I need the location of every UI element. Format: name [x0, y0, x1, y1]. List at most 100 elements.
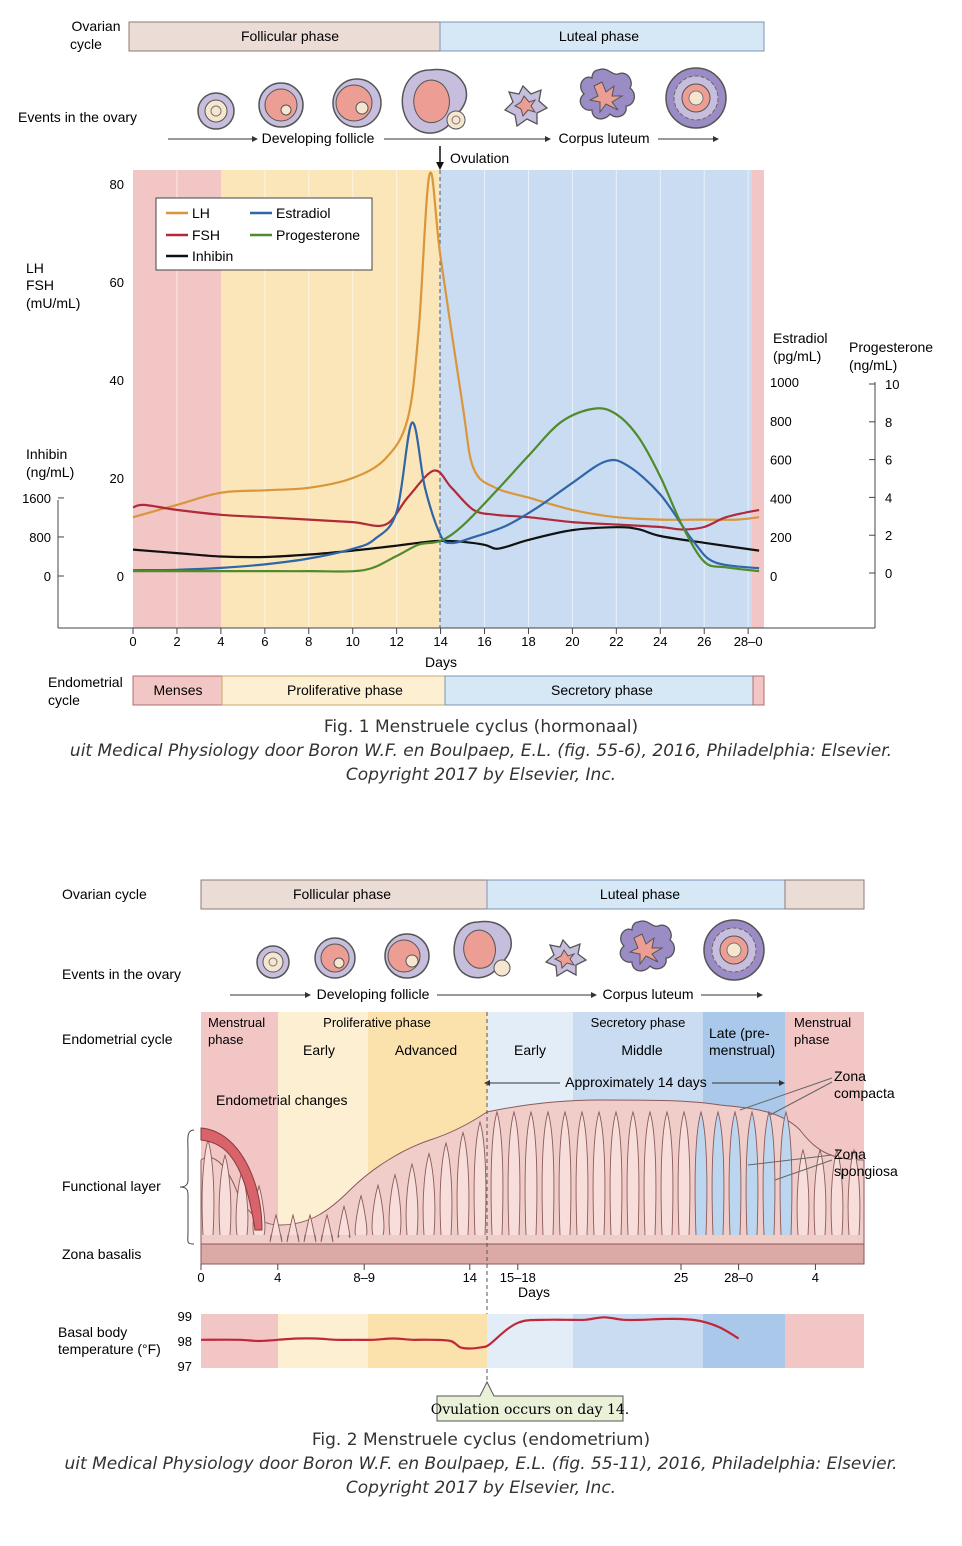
- bbt-band-sec-late: [703, 1314, 785, 1368]
- menstrual-label-2: phase: [208, 1032, 243, 1047]
- gland: [286, 1213, 300, 1243]
- lh-tick-label: 40: [110, 373, 124, 388]
- x-tick-label: 28–0: [734, 634, 763, 649]
- inhibin-axis-label-1: Inhibin: [26, 446, 67, 462]
- gland: [592, 1110, 606, 1236]
- fig1-follicular-bar: [128, 21, 441, 52]
- menses-band-next: [752, 170, 764, 628]
- gland: [507, 1110, 521, 1236]
- follicle-stage-3-icon: [332, 78, 382, 128]
- secretory-phase-label: Secretory phase: [591, 1015, 686, 1030]
- inhibin-axis-label-2: (ng/mL): [26, 464, 74, 480]
- gland: [609, 1110, 623, 1236]
- lh-tick-label: 20: [110, 471, 124, 486]
- bbt-label: Basal body: [58, 1324, 127, 1340]
- secretory-bar: [444, 675, 754, 706]
- menstrual-end-label: Menstrual: [794, 1015, 851, 1030]
- corpus-luteum-stage-1-icon: [503, 84, 549, 128]
- gland: [354, 1194, 368, 1236]
- fig1-caption: Fig. 1 Menstruele cyclus (hormonaal) uit…: [0, 715, 962, 787]
- bbt-band-early: [278, 1314, 368, 1368]
- fig2-ovarian-label: Ovarian cycle: [62, 886, 147, 902]
- shedding-lining: [200, 1127, 263, 1231]
- lh-axis-label-2: FSH: [26, 277, 54, 293]
- estradiol-tick-label: 200: [770, 530, 792, 545]
- gland: [541, 1110, 555, 1236]
- fig2-corpus-luteum-stage-3-icon: [703, 919, 765, 981]
- fig2-developing-label: Developing follicle: [317, 986, 430, 1002]
- proliferative-advanced-label: Advanced: [395, 1042, 457, 1058]
- bbt-band-sec-early: [487, 1314, 573, 1368]
- day-tick-label: 25: [674, 1270, 688, 1285]
- fig2-follicle-stage-2-icon: [314, 937, 356, 979]
- lh-axis-label-1: LH: [26, 260, 44, 276]
- fig1-endo-label-2: cycle: [48, 692, 80, 708]
- gland: [745, 1110, 759, 1236]
- gland: [218, 1153, 232, 1236]
- fig1-caption-source: uit Medical Physiology door Boron W.F. e…: [69, 741, 893, 761]
- zona-spongiosa-pointer-2: [774, 1159, 833, 1181]
- x-tick-label: 10: [345, 634, 359, 649]
- proliferative-phase-label: Proliferative phase: [323, 1015, 431, 1030]
- ovulation-callout-text: Ovulation occurs on day 14.: [431, 1402, 630, 1418]
- bbt-tick-label: 98: [178, 1334, 192, 1349]
- progesterone-tick-label: 0: [885, 566, 892, 581]
- gland: [643, 1110, 657, 1236]
- gland: [320, 1213, 334, 1243]
- day-tick-label: 0: [197, 1270, 204, 1285]
- x-tick-label: 26: [697, 634, 711, 649]
- bbt-label-2: temperature (°F): [58, 1341, 161, 1357]
- gland: [626, 1110, 640, 1236]
- figure-1: Ovarian cycle Follicular phase Luteal ph…: [18, 18, 933, 708]
- fig1-caption-title: Fig. 1 Menstruele cyclus (hormonaal): [323, 717, 639, 737]
- fig2-day-ticks: 0 4 8–9 14 15–18 25 28–0 4: [197, 1264, 819, 1285]
- follicle-stage-1-icon: [197, 92, 235, 130]
- fig2-follicular-bar-next: [784, 879, 865, 910]
- gland: [490, 1110, 504, 1236]
- progesterone-tick-label: 10: [885, 377, 899, 392]
- zona-basalis-label: Zona basalis: [62, 1246, 141, 1262]
- secretory-label: Secretory phase: [551, 682, 653, 698]
- menses-bar-next: [752, 675, 765, 706]
- fig1-endo-label: Endometrial: [48, 674, 123, 690]
- inhibin-tick-label: 0: [44, 569, 51, 584]
- proliferative-bar: [221, 675, 446, 706]
- gland: [371, 1183, 385, 1236]
- approx-arrowhead-right: [779, 1080, 785, 1086]
- x-tick-label: 0: [129, 634, 136, 649]
- gland: [779, 1110, 793, 1236]
- gland: [847, 1148, 861, 1236]
- estradiol-tick-label: 600: [770, 453, 792, 468]
- day-tick-label: 8–9: [353, 1270, 375, 1285]
- gland: [830, 1148, 844, 1236]
- corpus-luteum-stage-2-icon: [579, 68, 636, 120]
- menses-bar: [132, 675, 223, 706]
- x-tick-label: 6: [261, 634, 268, 649]
- legend-label-lh: LH: [192, 205, 210, 221]
- ovulation-callout: [436, 1380, 624, 1422]
- gland: [456, 1130, 470, 1236]
- x-tick-label: 16: [477, 634, 491, 649]
- lh-axis-label-3: (mU/mL): [26, 295, 80, 311]
- zona-basalis-band: [200, 1243, 865, 1265]
- zona-compacta-pointer-2: [769, 1081, 833, 1116]
- fig1-developing-label: Developing follicle: [262, 130, 375, 146]
- fig1-events-label: Events in the ovary: [18, 109, 137, 125]
- gland: [388, 1173, 402, 1236]
- gland: [813, 1148, 827, 1236]
- inhibin-tick-label: 1600: [22, 491, 51, 506]
- lh-tick-label: 80: [110, 177, 124, 192]
- gland: [303, 1213, 317, 1243]
- fig2-endo-label: Endometrial cycle: [62, 1031, 173, 1047]
- follicle-stage-2-icon: [258, 82, 304, 128]
- fig2-caption: Fig. 2 Menstruele cyclus (endometrium) u…: [0, 1428, 962, 1500]
- gland: [660, 1110, 674, 1236]
- bbt-series-line: [200, 1316, 740, 1350]
- legend-label-progesterone: Progesterone: [276, 227, 360, 243]
- secretory-early-label: Early: [514, 1042, 546, 1058]
- progesterone-axis-label-2: (ng/mL): [849, 357, 897, 373]
- estradiol-tick-label: 800: [770, 414, 792, 429]
- estradiol-tick-label: 0: [770, 569, 777, 584]
- fig2-follicle-icons: [256, 919, 765, 981]
